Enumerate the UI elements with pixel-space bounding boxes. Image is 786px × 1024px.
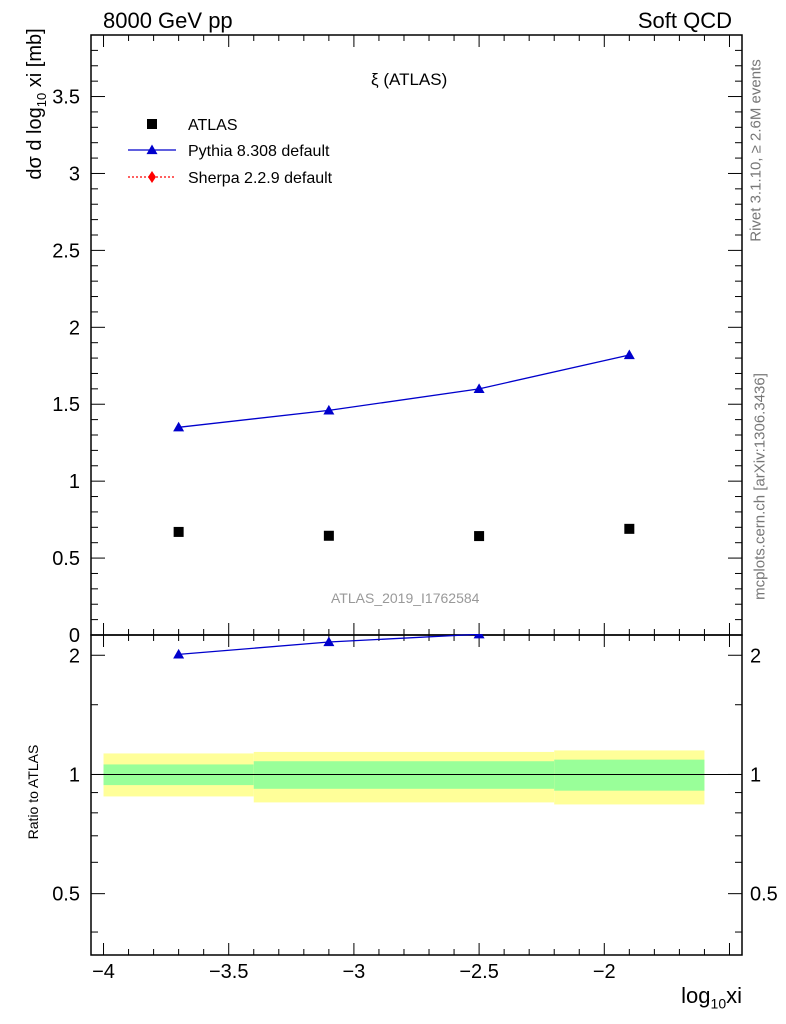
atlas-point: [173, 526, 184, 537]
legend-marker-atlas: [147, 119, 157, 129]
y-tick-label: 0: [69, 625, 80, 647]
ratio-plot-frame: [90, 634, 743, 956]
axis-tick-labels: −4 −3.5 −3 −2.5 −2 0 0.5 1 1.5 2 2.5 3 3.5 0.5 0.5 1 1 2 2: [52, 87, 778, 983]
atlas-point: [323, 530, 334, 541]
ratio-plot-border: [90, 634, 743, 956]
pythia-ratio-point: [624, 602, 635, 612]
header-right-title: Soft QCD: [637, 8, 732, 33]
y-tick-label: 3: [69, 163, 80, 185]
pythia-ratio-point: [473, 634, 485, 639]
ratio-tick-label-left: 2: [69, 645, 80, 667]
x-tick-label: −3.5: [209, 961, 248, 983]
y-axis-label-denominator: d log10 xi: [24, 72, 49, 151]
legend-label: Pythia 8.308 default: [188, 143, 330, 160]
plot-title: ξ (ATLAS): [371, 70, 448, 89]
x-tick-label: −4: [92, 961, 115, 983]
y-tick-label: 1: [69, 471, 80, 493]
legend-marker-sherpa: [148, 171, 156, 183]
pythia-point: [623, 349, 635, 360]
pythia-ratio-point: [323, 636, 335, 647]
ratio-y-axis-label: Ratio to ATLAS: [25, 744, 41, 840]
ratio-tick-label-right: 2: [750, 645, 761, 667]
mcplots-source-label: mcplots.cern.ch [arXiv:1306.3436]: [751, 373, 769, 600]
header-left-title: 8000 GeV pp: [103, 8, 233, 33]
legend-label: Sherpa 2.2.9 default: [188, 170, 333, 187]
ratio-tick-label-left: 1: [69, 764, 80, 786]
pythia-ratio-line: [178, 634, 485, 656]
y-tick-label: 3.5: [52, 87, 80, 109]
y-axis-label: dσ d log10 xi [mb]: [24, 0, 65, 209]
legend-marker-pythia: [146, 144, 158, 155]
ratio-tick-label-right: 0.5: [750, 884, 778, 906]
legend: ATLAS Pythia 8.308 default Sherpa 2.2.9 de…: [128, 117, 333, 187]
rivet-version-label: Rivet 3.1.10, ≥ 2.6M events: [747, 59, 765, 242]
ratio-band-green-1: [253, 761, 555, 789]
x-tick-label: −2: [593, 961, 616, 983]
y-axis-label-unit: [mb]: [24, 28, 46, 68]
pythia-ratio-point: [173, 648, 185, 659]
x-axis-label: log10xi: [681, 983, 742, 1012]
pythia-line: [178, 354, 630, 428]
analysis-watermark: ATLAS_2019_I1762584: [331, 590, 480, 606]
atlas-point: [624, 523, 635, 534]
pythia-point: [473, 383, 485, 393]
y-axis-label-numerator: dσ: [24, 156, 46, 180]
ratio-uncertainty-bands: [91, 750, 742, 805]
y-tick-label: 0.5: [52, 548, 80, 570]
x-tick-label: −3: [342, 961, 365, 983]
ratio-clipped-group: [173, 602, 635, 659]
y-tick-label: 1.5: [52, 394, 80, 416]
y-tick-label: 2: [69, 317, 80, 339]
pythia-point: [173, 421, 185, 432]
ratio-tick-label-left: 0.5: [52, 884, 80, 906]
ratio-band-green-2: [554, 759, 705, 791]
ratio-series: [173, 602, 635, 659]
ratio-tick-label-right: 1: [750, 764, 761, 786]
x-tick-label: −2.5: [459, 961, 498, 983]
legend-label: ATLAS: [188, 117, 238, 134]
y-tick-label: 2.5: [52, 240, 80, 262]
main-series: [173, 349, 635, 542]
pythia-point: [323, 404, 335, 415]
axis-ticks: [91, 35, 742, 955]
atlas-point: [474, 531, 485, 542]
